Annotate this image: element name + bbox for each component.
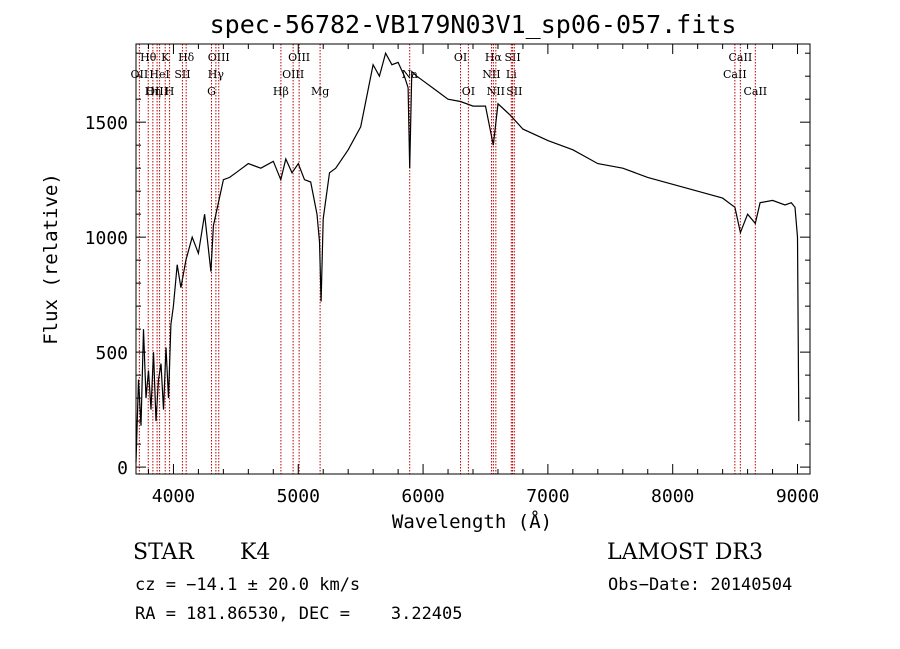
line-label: SII xyxy=(174,68,190,81)
y-tick-label: 500 xyxy=(95,343,128,364)
x-axis-label: Wavelength (Å) xyxy=(392,510,552,533)
line-label: H xyxy=(165,85,175,98)
line-label: Hγ xyxy=(208,68,225,81)
line-label: OII xyxy=(131,68,149,81)
line-label: SII xyxy=(506,85,522,98)
coordinates-text: RA = 181.86530, DEC = 3.22405 xyxy=(135,604,463,624)
line-label: OIII xyxy=(146,85,168,98)
survey-label: LAMOST DR3 xyxy=(607,540,763,565)
line-label: Hα xyxy=(485,51,503,64)
line-label: Hβ xyxy=(273,85,289,98)
y-axis-label: Flux (relative) xyxy=(40,173,62,345)
line-label: G xyxy=(207,85,216,98)
line-label: OIII xyxy=(282,68,304,81)
line-label: CaII xyxy=(743,85,767,98)
line-label: OIII xyxy=(288,51,310,64)
line-label: K xyxy=(161,51,170,64)
line-label: Na xyxy=(402,68,419,81)
line-label: SII xyxy=(504,51,520,64)
redshift-text: cz = −14.1 ± 20.0 km/s xyxy=(135,575,361,595)
x-tick-label: 7000 xyxy=(526,486,569,507)
line-label: HeI xyxy=(149,68,169,81)
line-label: NII xyxy=(482,68,500,81)
x-tick-label: 4000 xyxy=(152,486,195,507)
spectrum-line xyxy=(135,51,800,463)
x-tick-label: 5000 xyxy=(277,486,320,507)
line-label: OI xyxy=(462,85,475,98)
plot-frame xyxy=(135,43,811,475)
object-class: STAR xyxy=(133,540,194,565)
object-subclass: K4 xyxy=(240,540,271,565)
y-tick-label: 0 xyxy=(117,458,128,479)
obs-date-text: Obs−Date: 20140504 xyxy=(608,575,793,595)
line-label: OIII xyxy=(208,51,230,64)
y-tick-label: 1000 xyxy=(85,228,128,249)
chart-title: spec-56782-VB179N03V1_sp06-057.fits xyxy=(210,10,737,39)
line-label: OI xyxy=(454,51,467,64)
y-tick-label: 1500 xyxy=(85,113,128,134)
x-tick-label: 9000 xyxy=(776,486,819,507)
line-label: Hδ xyxy=(178,51,195,64)
line-label: Hη xyxy=(145,85,161,98)
x-tick-label: 6000 xyxy=(401,486,444,507)
x-tick-label: 8000 xyxy=(651,486,694,507)
line-label: Hθ xyxy=(140,51,157,64)
line-label: NII xyxy=(487,85,505,98)
line-label: Li xyxy=(506,68,517,81)
line-label: CaII xyxy=(729,51,753,64)
line-label: CaII xyxy=(723,68,747,81)
line-label: Mg xyxy=(311,85,329,98)
